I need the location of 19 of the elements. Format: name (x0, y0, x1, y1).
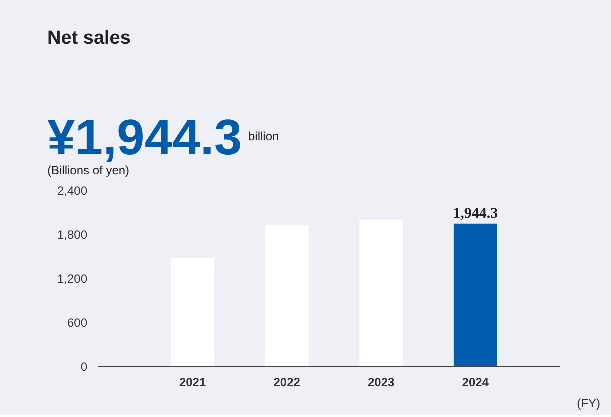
y-tick-label: 1,200 (57, 272, 88, 286)
x-tick-label: 2022 (274, 376, 301, 390)
text: ¥1,944.3 (48, 110, 242, 166)
x-tick-label: 2023 (368, 376, 396, 390)
bar (360, 220, 404, 366)
y-tick-label: 2,400 (57, 184, 88, 198)
y-tick-label: 1,800 (57, 228, 88, 242)
x-tick-label: 2024 (462, 376, 490, 390)
x-tick-label: 2021 (179, 376, 206, 390)
bar (454, 224, 498, 366)
data-label: 1,944.3 (453, 206, 498, 222)
y-tick-label: 600 (67, 316, 88, 330)
y-tick-label: 0 (80, 360, 88, 374)
y-axis-title: (Billions of yen) (48, 164, 130, 178)
chart-title: Net sales (48, 28, 131, 49)
bar (171, 258, 214, 366)
x-axis-title: (FY) (577, 396, 601, 410)
text: billion (248, 130, 280, 144)
bar (265, 224, 309, 366)
